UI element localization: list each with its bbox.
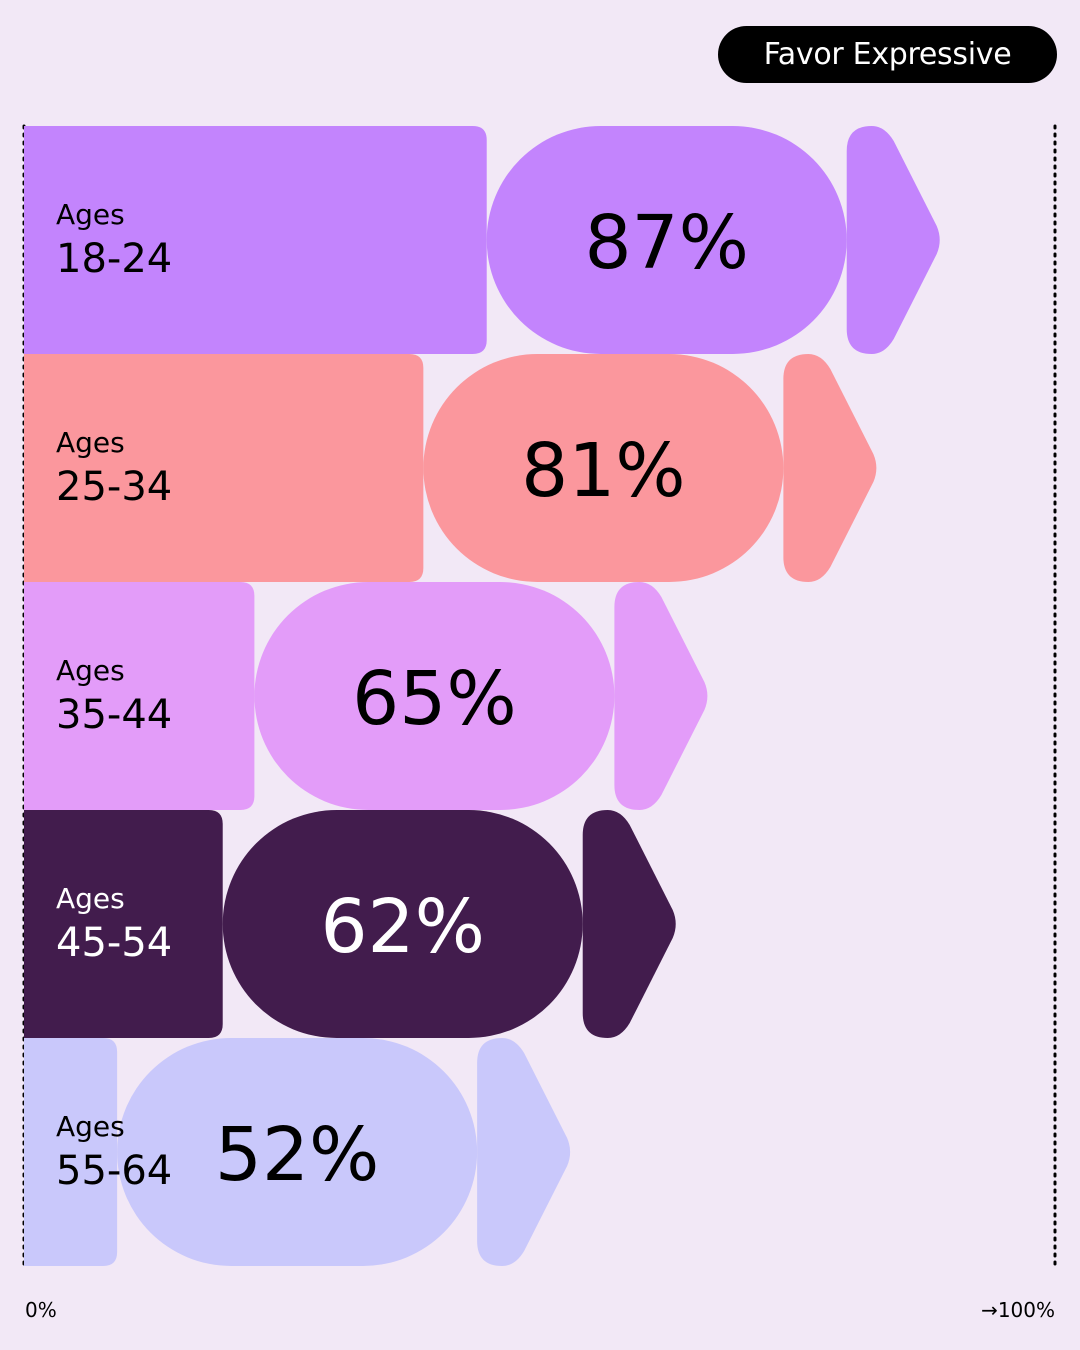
category-label: Ages bbox=[56, 1110, 125, 1143]
data-label: 65% bbox=[352, 656, 516, 742]
category-label: 25-34 bbox=[56, 464, 172, 510]
bar-arrow-head bbox=[582, 810, 676, 1038]
bar-arrow-head bbox=[614, 582, 708, 810]
bar-segment bbox=[24, 126, 487, 354]
axis-min-label: 0% bbox=[25, 1298, 57, 1322]
category-label: Ages bbox=[56, 882, 125, 915]
data-label: 81% bbox=[521, 428, 685, 514]
category-label: Ages bbox=[56, 198, 125, 231]
bar-value-pill bbox=[423, 354, 784, 582]
bar-arrow-head bbox=[846, 126, 940, 354]
category-label: Ages bbox=[56, 654, 125, 687]
data-label: 52% bbox=[215, 1112, 379, 1198]
category-label: 18-24 bbox=[56, 236, 172, 282]
axis-max-label: →100% bbox=[981, 1298, 1055, 1322]
bar-value-pill bbox=[486, 126, 847, 354]
bar-segment bbox=[24, 810, 223, 1038]
legend-favor-expressive: Favor Expressive bbox=[718, 26, 1057, 83]
bar-value-pill bbox=[117, 1038, 478, 1266]
bar-row: Ages 45-54 62% bbox=[24, 810, 676, 1038]
bar-value-pill bbox=[222, 810, 583, 1038]
category-label: 35-44 bbox=[56, 692, 172, 738]
category-label: 55-64 bbox=[56, 1148, 172, 1194]
bar-segment bbox=[24, 582, 255, 810]
bar-segment bbox=[24, 354, 424, 582]
bar-row: Ages 25-34 81% bbox=[24, 354, 877, 582]
bar-segment bbox=[24, 1038, 118, 1266]
bar-row: Ages 55-64 52% bbox=[24, 1038, 571, 1266]
bar-row: Ages 18-24 87% bbox=[24, 126, 940, 354]
category-label: Ages bbox=[56, 426, 125, 459]
data-label: 87% bbox=[584, 200, 748, 286]
bar-arrow-head bbox=[783, 354, 877, 582]
data-label: 62% bbox=[320, 884, 484, 970]
bar-row: Ages 35-44 65% bbox=[24, 582, 708, 810]
bar-value-pill bbox=[254, 582, 615, 810]
bar-arrow-head bbox=[477, 1038, 571, 1266]
category-label: 45-54 bbox=[56, 920, 172, 966]
